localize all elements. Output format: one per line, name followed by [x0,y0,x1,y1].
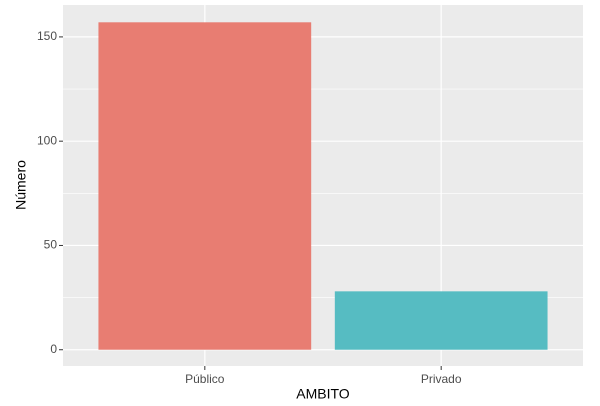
y-tick-label: 100 [37,133,57,147]
y-tick-label: 0 [50,342,57,356]
y-tick-label: 50 [44,238,58,252]
x-tick-label: Público [185,372,225,386]
x-axis-title: AMBITO [296,386,350,402]
bar [334,291,548,350]
y-axis-title: Número [13,160,29,210]
bar [98,22,312,350]
x-tick-label: Privado [421,372,462,386]
y-tick-label: 150 [37,29,57,43]
marks [98,22,548,350]
